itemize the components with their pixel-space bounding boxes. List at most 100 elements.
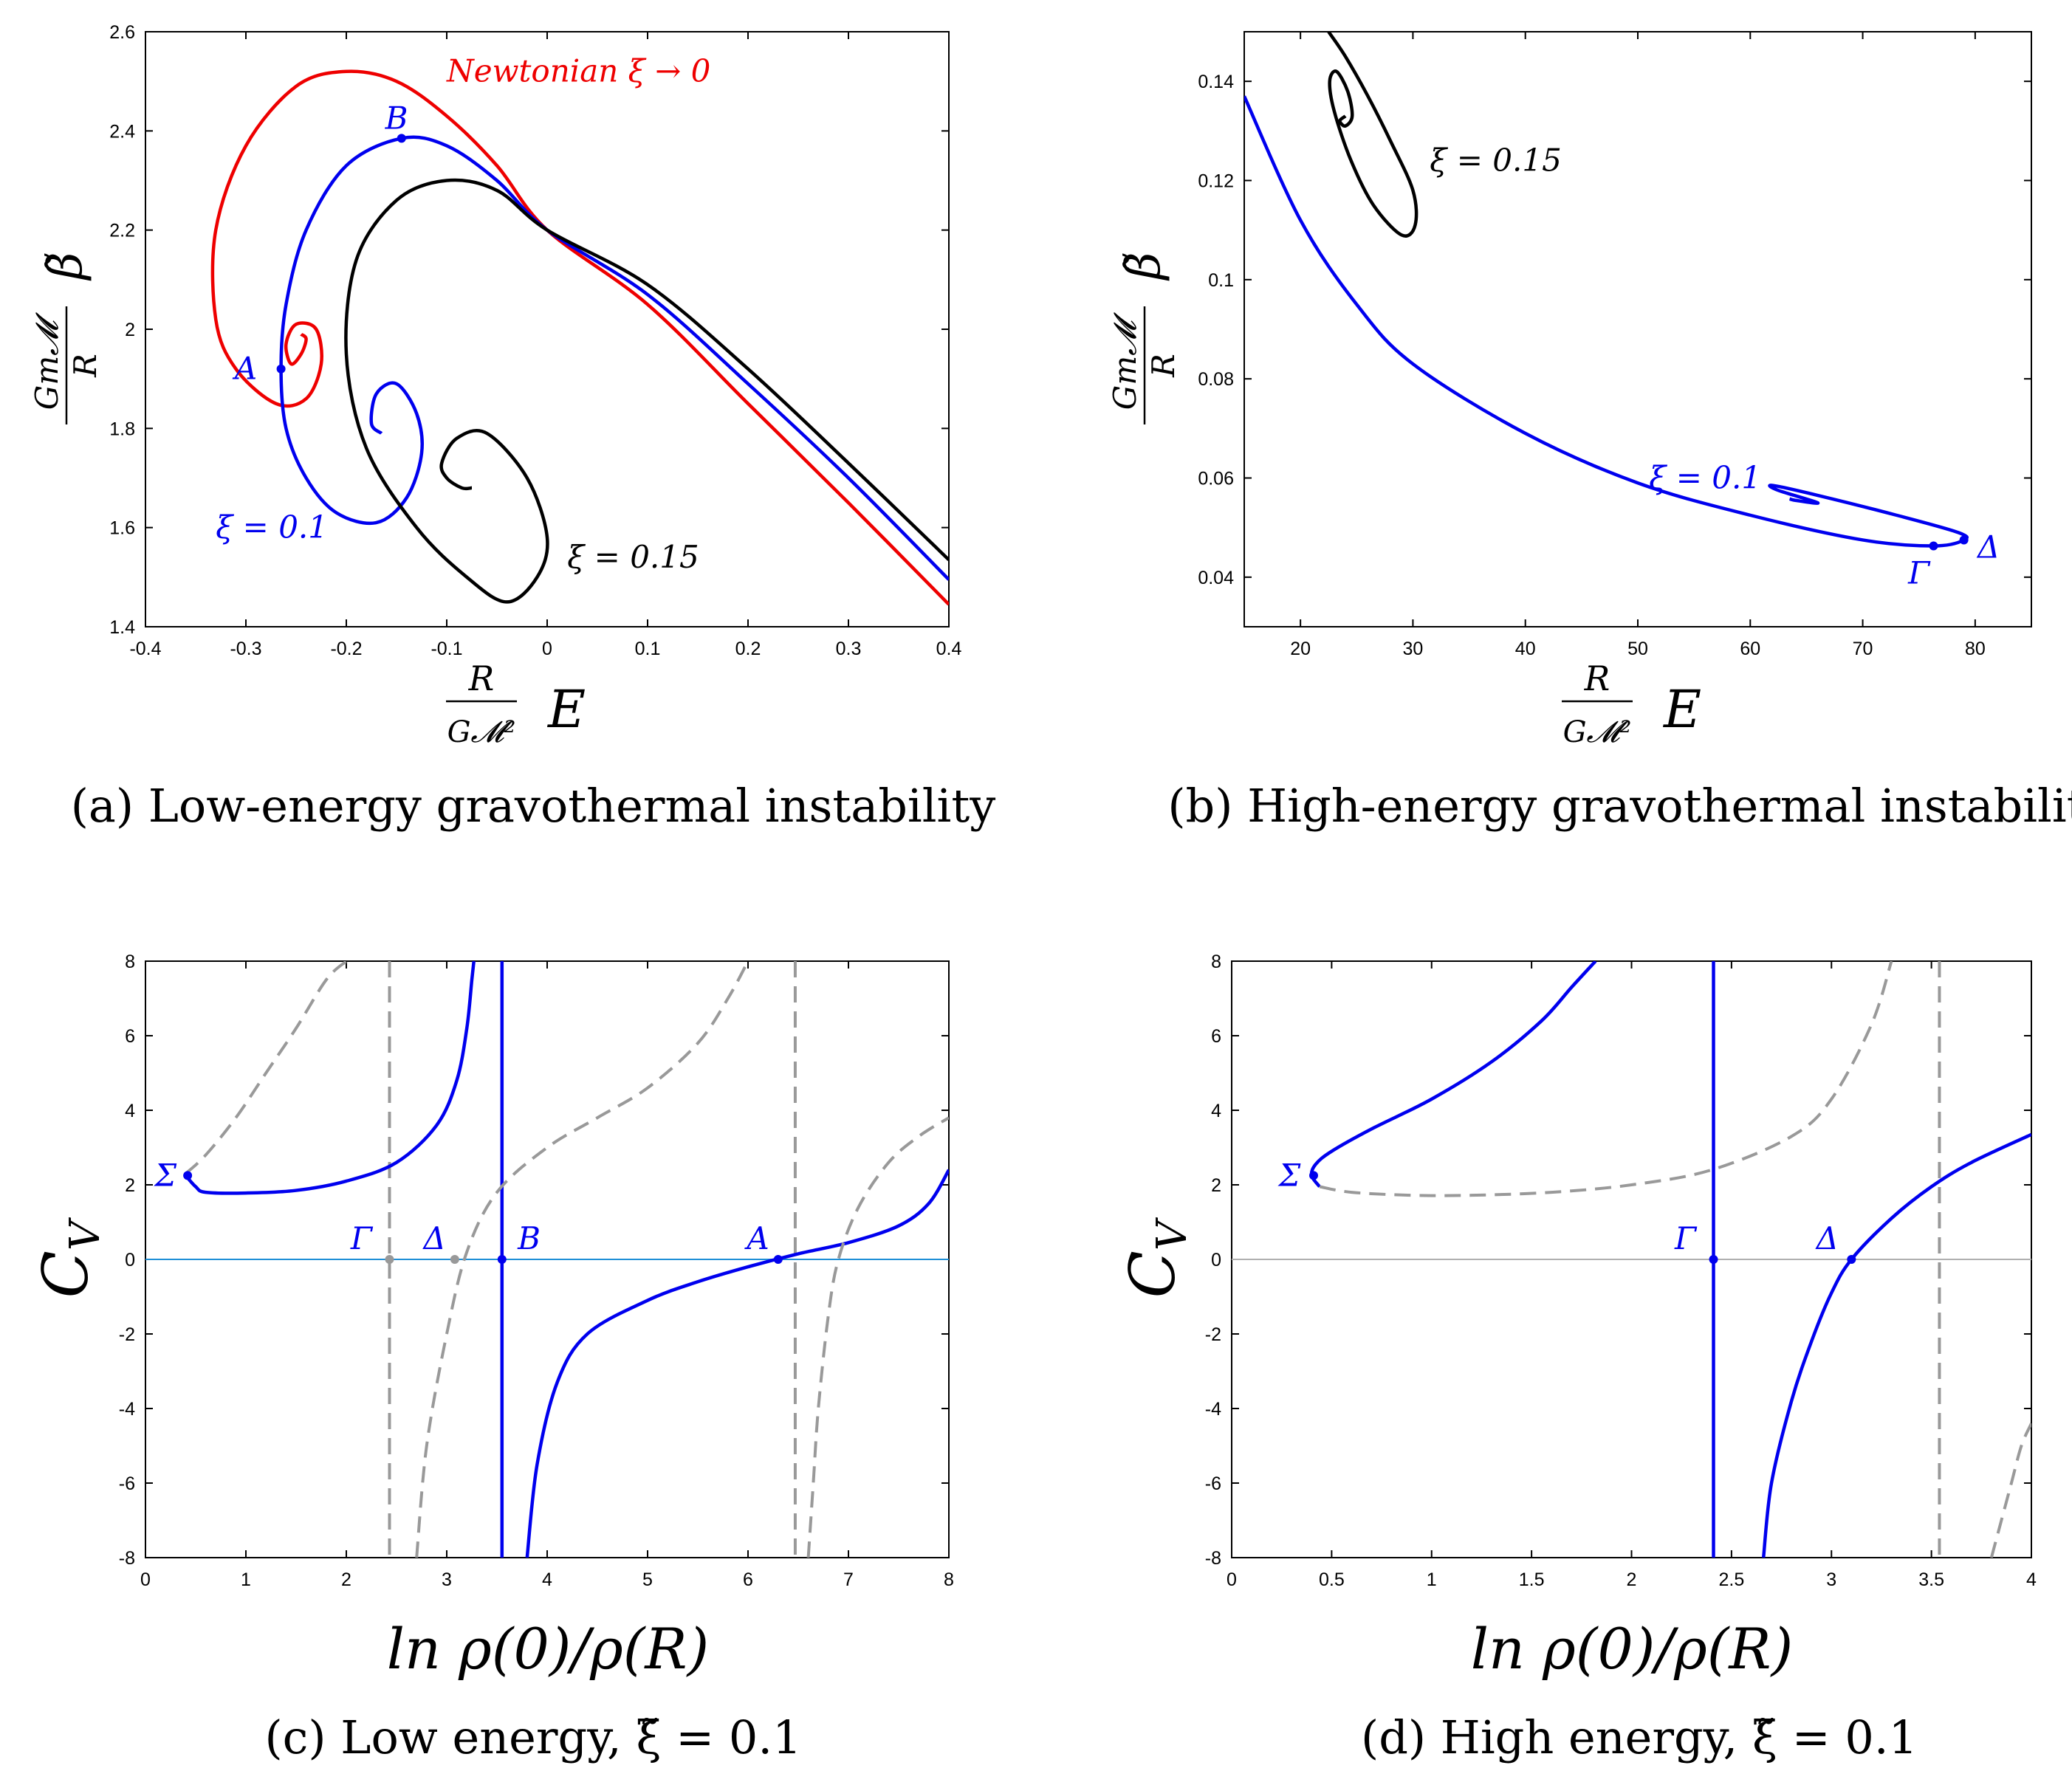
- x-tick-label: 2: [341, 1569, 351, 1590]
- svg-text:G𝓜²: G𝓜²: [447, 715, 516, 749]
- y-tick-label: -6: [119, 1473, 135, 1494]
- svg-text:ln ρ(0)/ρ(R): ln ρ(0)/ρ(R): [387, 1616, 710, 1682]
- series-annotation: Newtonian ξ → 0: [446, 53, 710, 89]
- svg-text:E: E: [1662, 679, 1701, 740]
- x-tick-label: 4: [2026, 1569, 2037, 1590]
- series-line: [184, 961, 476, 1195]
- x-tick-label: 0.2: [735, 639, 761, 659]
- x-tick-label: 6: [743, 1569, 753, 1590]
- y-tick-label: 2: [125, 1175, 135, 1196]
- x-tick-label: -0.2: [330, 639, 362, 659]
- series-line: [1309, 961, 1597, 1188]
- y-tick-label: -4: [119, 1399, 135, 1420]
- x-tick-label: 40: [1515, 639, 1536, 659]
- marked-point: [1309, 1171, 1319, 1180]
- svg-text:Gm𝓜: Gm𝓜: [29, 312, 65, 410]
- marked-point: [1709, 1255, 1718, 1264]
- panel-b-caption: (b) High-energy gravothermal instability: [1167, 779, 2072, 833]
- marked-point: [183, 1171, 193, 1180]
- series-annotation: ξ = 0.1: [1649, 460, 1761, 496]
- x-tick-label: 2: [1627, 1569, 1637, 1590]
- x-tick-label: 70: [1853, 639, 1873, 659]
- marked-point: [1959, 535, 1969, 545]
- x-tick-label: 0.5: [1319, 1569, 1345, 1590]
- y-tick-label: 6: [1211, 1026, 1221, 1047]
- y-tick-label: 2: [125, 320, 135, 340]
- marked-point: [1929, 541, 1938, 551]
- y-tick-label: 2.4: [109, 121, 135, 142]
- svg-text:β̃: β̃: [1116, 252, 1171, 281]
- x-tick-label: -0.1: [430, 639, 462, 659]
- y-tick-label: 2.6: [109, 22, 135, 43]
- panel-a-y-axis-label: Gm𝓜 R β̃: [29, 252, 103, 424]
- marked-point: [1847, 1255, 1856, 1264]
- y-tick-label: 0.1: [1208, 270, 1234, 291]
- x-tick-label: 5: [642, 1569, 653, 1590]
- marked-point: [450, 1255, 459, 1264]
- x-tick-label: 80: [1965, 639, 1986, 659]
- point-label: B: [517, 1220, 541, 1256]
- point-label: Δ: [422, 1220, 446, 1256]
- series-line: [415, 961, 749, 1558]
- svg-text:R: R: [1584, 658, 1610, 698]
- x-tick-label: 8: [944, 1569, 954, 1590]
- x-tick-label: 1: [1427, 1569, 1437, 1590]
- x-tick-label: 0.4: [936, 639, 962, 659]
- series-line: [344, 178, 949, 604]
- panel-d-caption: (d) High energy, ξ̃ = 0.1: [1361, 1710, 1918, 1764]
- x-tick-label: 2.5: [1718, 1569, 1744, 1590]
- x-tick-label: 1: [241, 1569, 251, 1590]
- point-label: Δ: [1976, 529, 2000, 565]
- svg-text:ln ρ(0)/ρ(R): ln ρ(0)/ρ(R): [1471, 1616, 1794, 1682]
- panel-c-caption: (c) Low energy, ξ̃ = 0.1: [264, 1710, 801, 1764]
- y-tick-label: -2: [119, 1324, 135, 1345]
- panel-b-y-axis-label: Gm𝓜 R β̃: [1107, 252, 1181, 424]
- series-annotation: ξ = 0.1: [216, 509, 328, 546]
- series-line: [1327, 32, 1419, 238]
- x-tick-label: 1.5: [1519, 1569, 1545, 1590]
- y-tick-label: 4: [125, 1101, 135, 1121]
- series-line: [185, 961, 348, 1175]
- x-tick-label: 0: [1227, 1569, 1237, 1590]
- y-tick-label: 0.12: [1198, 171, 1234, 192]
- y-tick-label: 0: [1211, 1250, 1221, 1270]
- y-tick-label: 0: [125, 1250, 135, 1270]
- panel-c-low-energy-cv: 0 1 2 3 4 5 6 7 8 -8 -6 -4 -2 0 2 4 6 8 Σ Γ Δ B A ln ρ(0)/ρ(R…: [30, 952, 954, 1764]
- series-line: [210, 69, 949, 606]
- y-tick-label: 8: [125, 952, 135, 972]
- point-label: A: [744, 1220, 769, 1256]
- x-tick-label: 0.1: [635, 639, 661, 659]
- x-tick-label: 3: [1826, 1569, 1836, 1590]
- y-tick-label: 1.8: [109, 419, 135, 439]
- panel-b-x-axis-label: R G𝓜² E: [1562, 658, 1701, 749]
- x-tick-label: 4: [542, 1569, 552, 1590]
- y-tick-label: 0.06: [1198, 469, 1234, 489]
- x-tick-label: 20: [1290, 639, 1311, 659]
- y-tick-label: 4: [1211, 1101, 1221, 1121]
- x-tick-label: 30: [1403, 639, 1424, 659]
- marked-point: [773, 1255, 783, 1264]
- svg-text:R: R: [1145, 354, 1181, 378]
- y-tick-label: -2: [1205, 1324, 1221, 1345]
- y-tick-label: -4: [1205, 1399, 1221, 1420]
- x-tick-label: -0.3: [230, 639, 261, 659]
- series-line: [279, 135, 949, 581]
- svg-text:R: R: [468, 658, 495, 698]
- panel-d-high-energy-cv: 0 0.5 1 1.5 2 2.5 3 3.5 4 -8 -6 -4 -2 0 2 4 6 8 Σ Γ Δ ln ρ(…: [1116, 952, 2037, 1764]
- panel-a-low-energy: -0.4 -0.3 -0.2 -0.1 0 0.1 0.2 0.3 0.4 1.4 1.6 1.8 2 2…: [29, 22, 995, 833]
- point-label: Δ: [1815, 1220, 1839, 1256]
- svg-text:G𝓜²: G𝓜²: [1563, 715, 1632, 749]
- x-tick-label: 60: [1740, 639, 1760, 659]
- x-tick-label: 50: [1627, 639, 1648, 659]
- series-line: [525, 1169, 949, 1558]
- point-label: Σ: [153, 1157, 176, 1193]
- y-tick-label: 1.4: [109, 617, 135, 638]
- point-label: A: [232, 351, 257, 387]
- y-tick-label: 2.2: [109, 221, 135, 241]
- point-label: Γ: [350, 1220, 374, 1256]
- y-tick-label: 2: [1211, 1175, 1221, 1196]
- panel-a-caption: (a) Low-energy gravothermal instability: [71, 779, 996, 833]
- x-tick-label: 3: [442, 1569, 452, 1590]
- x-tick-label: 7: [843, 1569, 854, 1590]
